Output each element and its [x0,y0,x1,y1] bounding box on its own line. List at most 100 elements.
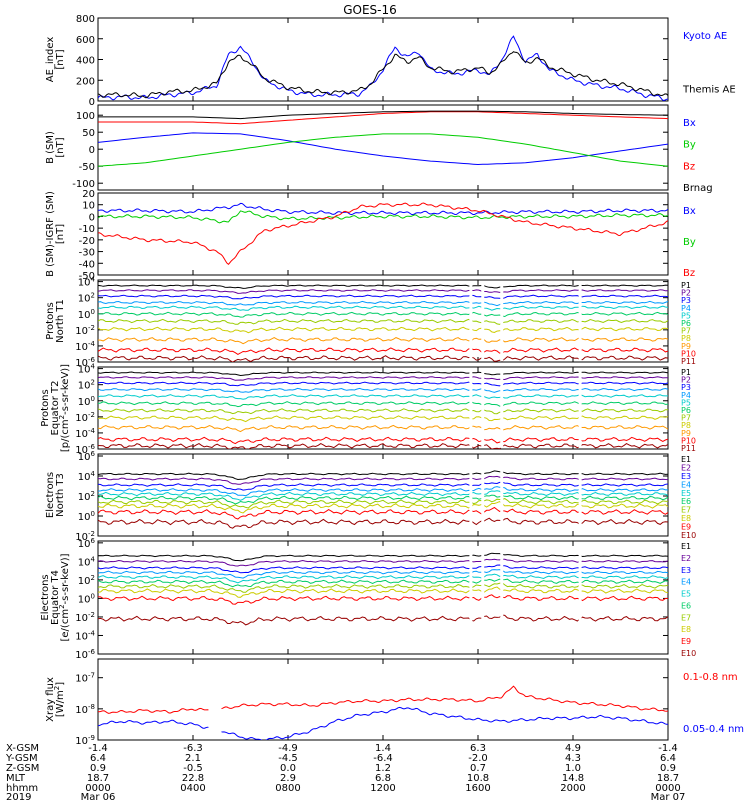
y-tick-label: 10-2 [75,411,95,424]
ephemeris-cell: 1600 [465,783,490,794]
ephemeris-row-label: X-GSM [6,743,39,754]
legend-label: E5 [681,489,691,498]
ephemeris-cell: 14.8 [562,773,584,784]
series-p3 [98,294,668,300]
y-axis-label: [nT] [55,224,66,244]
legend-label: Themis AE [682,85,736,96]
legend-label: E10 [681,649,696,658]
series-p4 [98,300,668,307]
panel-frame [97,366,669,450]
traces [98,455,668,535]
data-gap [469,281,473,361]
series-p3 [98,381,668,387]
legend-label: E5 [681,590,691,599]
y-tick-label: 102 [78,379,95,392]
ephemeris-cell: 6.4 [90,753,106,764]
y-tick-label: -30 [79,248,95,259]
legend-label: P8 [681,421,691,430]
y-axis-label: [W/m2] [53,682,66,717]
legend-label: P11 [681,357,696,366]
y-tick-label: 10-2 [75,611,95,624]
y-tick-label: 10-9 [75,734,95,747]
series-0-1-0-8-nm [98,685,668,714]
traces [98,542,668,653]
legend-label: E8 [681,514,691,523]
ephemeris-cell: 1200 [370,783,395,794]
series-p11 [98,355,668,362]
data-gap [481,368,485,448]
ephemeris-cell: 18.7 [657,773,679,784]
legend-label: P2 [681,376,691,385]
series-by [98,210,668,224]
legend-label: E7 [681,506,691,515]
data-gap [469,368,473,448]
y-axis-label: North T1 [55,299,66,343]
ephemeris-cell: 1.4 [375,743,391,754]
y-axis-label: Xray flux [45,677,56,722]
legend-label: P11 [681,444,696,453]
ephemeris-cell: -6.3 [183,743,203,754]
y-tick-label: 100 [78,308,95,321]
ephemeris-cell: -4.9 [278,743,298,754]
series-kyoto-ae [98,35,668,101]
ephemeris-cell: 4.9 [565,743,581,754]
legend-label: E2 [681,463,691,472]
series-e6 [98,494,668,505]
legend-label: P6 [681,406,691,415]
ephemeris-cell: 6.4 [660,753,676,764]
ephemeris-row-label: hhmm [6,783,38,794]
ephemeris-cell: Mar 06 [81,792,116,800]
series-e6 [98,578,668,588]
ephemeris-cell: 0.9 [90,763,106,774]
series-bx [98,202,668,216]
legend-label: Bx [683,206,696,217]
ephemeris-cell: 0.9 [660,763,676,774]
traces [98,110,668,167]
series-e10 [98,517,668,529]
y-tick-label: -40 [79,259,95,270]
ephemeris-cell: -0.5 [183,763,203,774]
y-tick-label: -50 [79,271,95,282]
legend-label: By [683,140,696,151]
legend-label: E3 [681,472,691,481]
series-bz [98,111,668,125]
traces [98,202,668,265]
panel-frame [97,17,669,102]
y-tick-label: 106 [78,537,96,550]
legend-label: E2 [681,554,691,563]
ephemeris-row-label: Z-GSM [6,763,39,774]
legend-label: P8 [681,334,691,343]
series-p10 [98,436,668,445]
y-tick-label: 104 [78,555,96,568]
legend-label: E1 [681,455,691,464]
ephemeris-cell: 1.2 [375,763,391,774]
y-tick-label: 104 [78,470,96,483]
series-e1 [98,552,668,562]
y-axis-label: [nT] [55,49,66,69]
legend-label: E7 [681,613,691,622]
legend-label: P5 [681,311,691,320]
legend-label: E9 [681,523,691,532]
ephemeris-cell: 2.9 [280,773,296,784]
y-tick-label: 0 [89,97,95,108]
data-gap [481,281,485,361]
y-tick-label: 200 [76,76,95,87]
y-tick-label: 100 [78,395,95,408]
y-tick-label: 102 [78,490,95,503]
y-tick-label: -10 [79,224,95,235]
series-p5 [98,394,668,400]
y-axis-label: [nT] [55,137,66,157]
legend-label: P1 [681,368,691,377]
series-e3 [98,481,668,491]
y-tick-label: 104 [78,276,96,289]
legend-label: E1 [681,542,691,551]
series-e5 [98,490,668,501]
y-tick-label: 600 [76,35,95,46]
data-gap [500,455,504,535]
series-p6 [98,311,668,318]
legend-label: E10 [681,531,696,540]
data-gap [481,542,485,653]
series-brnag [98,110,668,120]
ephemeris-cell: 0.0 [280,763,296,774]
